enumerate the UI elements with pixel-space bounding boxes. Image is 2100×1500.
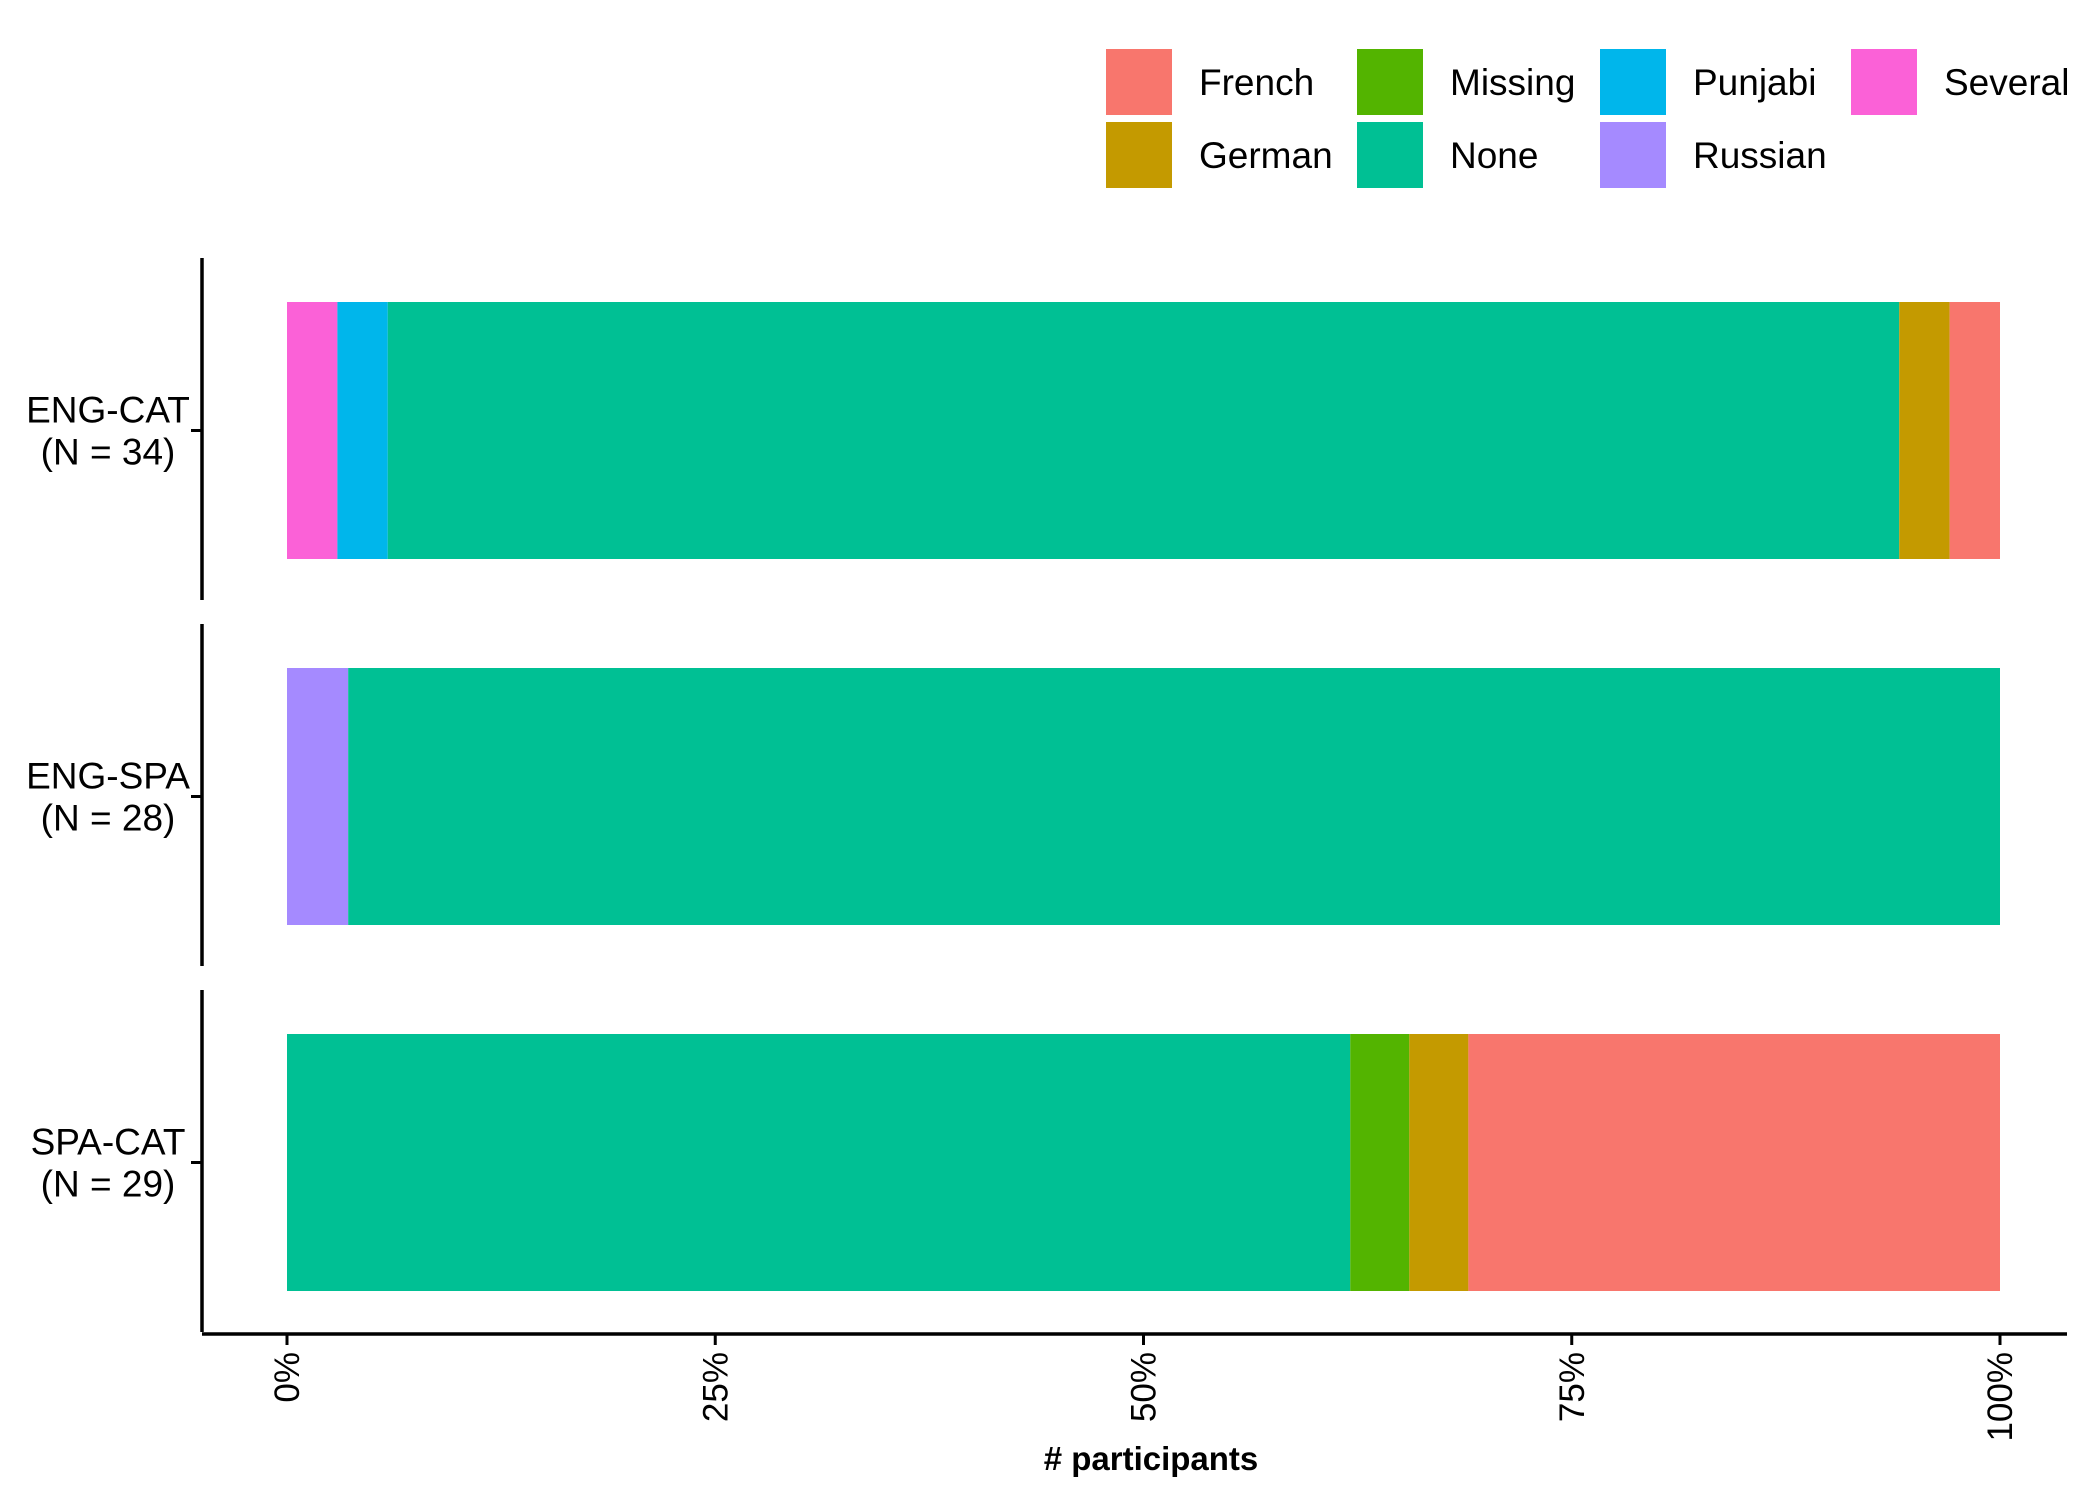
legend-item-german: German <box>1106 122 1333 188</box>
legend-item-russian: Russian <box>1600 122 1827 188</box>
bar-segment-german-eng-cat <box>1899 302 1950 559</box>
bar-segment-none-eng-spa <box>348 668 2000 925</box>
legend-key-several <box>1851 49 1917 115</box>
x-tick-label: 0% <box>268 1352 307 1403</box>
bar-segment-french-eng-cat <box>1949 302 2000 559</box>
legend-label-none: None <box>1450 135 1538 176</box>
legend-label-missing: Missing <box>1450 62 1575 103</box>
x-tick-label: 75% <box>1553 1352 1592 1422</box>
category-label-count: (N = 34) <box>41 432 176 473</box>
legend-label-punjabi: Punjabi <box>1693 62 1816 103</box>
legend-key-punjabi <box>1600 49 1666 115</box>
labels: ENG-CAT(N = 34) ENG-SPA(N = 28) SPA-CAT(N … <box>26 390 190 1205</box>
axes: 0% 25% 50% 75% 100% <box>191 258 2067 1442</box>
bars <box>287 302 2000 1291</box>
legend-key-russian <box>1600 122 1666 188</box>
legend-key-french <box>1106 49 1172 115</box>
legend-item-punjabi: Punjabi <box>1600 49 1816 115</box>
x-tick-label: 25% <box>696 1352 735 1422</box>
bar-segment-punjabi-eng-cat <box>337 302 388 559</box>
bar-segment-missing-spa-cat <box>1350 1034 1410 1291</box>
bar-segment-german-spa-cat <box>1409 1034 1469 1291</box>
legend-item-missing: Missing <box>1357 49 1575 115</box>
bar-segment-french-spa-cat <box>1468 1034 2000 1291</box>
legend-key-missing <box>1357 49 1423 115</box>
bar-segment-none-eng-cat <box>387 302 1900 559</box>
legend-key-none <box>1357 122 1423 188</box>
legend: French German Missing None Punjabi Russian Sev… <box>1106 49 2069 188</box>
legend-label-german: German <box>1199 135 1333 176</box>
bar-segment-several-eng-cat <box>287 302 338 559</box>
legend-item-french: French <box>1106 49 1314 115</box>
bar-segment-russian-eng-spa <box>287 668 349 925</box>
x-tick-label: 100% <box>1981 1352 2020 1442</box>
legend-label-russian: Russian <box>1693 135 1827 176</box>
x-axis-title: # participants <box>1044 1440 1259 1477</box>
legend-label-several: Several <box>1944 62 2069 103</box>
x-tick-label: 50% <box>1125 1352 1164 1422</box>
category-label-name: ENG-CAT <box>26 390 190 431</box>
category-label-name: ENG-SPA <box>26 756 190 797</box>
category-label-name: SPA-CAT <box>31 1122 186 1163</box>
legend-item-several: Several <box>1851 49 2069 115</box>
bar-segment-none-spa-cat <box>287 1034 1351 1291</box>
legend-item-none: None <box>1357 122 1538 188</box>
category-label-count: (N = 29) <box>41 1164 176 1205</box>
legend-label-french: French <box>1199 62 1314 103</box>
category-label-count: (N = 28) <box>41 798 176 839</box>
legend-key-german <box>1106 122 1172 188</box>
